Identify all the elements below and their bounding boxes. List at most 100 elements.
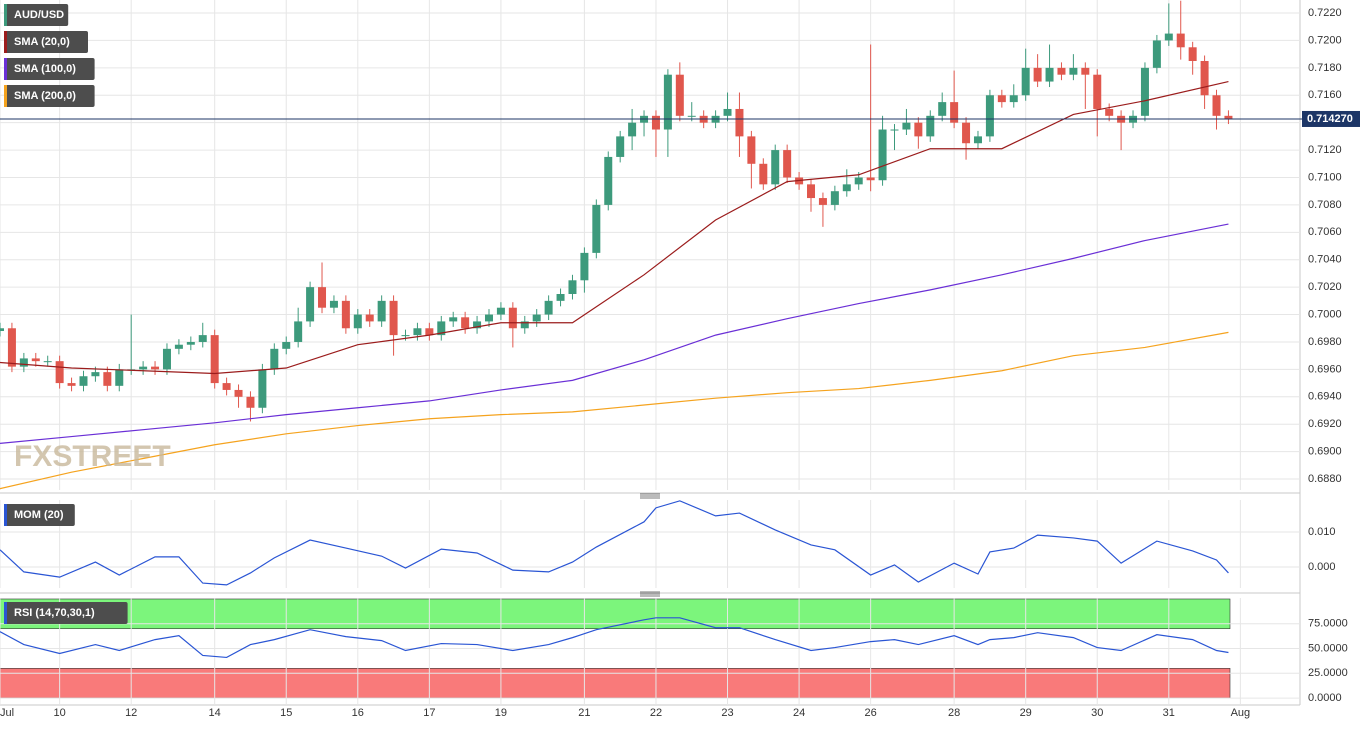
candle-body [1188,47,1197,61]
y-tick-label: 0.7220 [1308,7,1342,19]
y-tick-label: 0.000 [1308,561,1336,573]
legend-swatch [4,602,7,624]
candle-body [1152,40,1161,68]
legend-label: RSI (14,70,30,1) [14,607,95,619]
x-tick-label: 29 [1020,707,1032,719]
x-tick-label: 21 [578,707,590,719]
candle-body [735,108,744,137]
x-tick-label: 12 [125,707,137,719]
x-tick-label: 26 [865,707,877,719]
candle-body [1200,60,1209,96]
candle-body [878,129,887,181]
candle-body [938,102,947,116]
candle-body [258,369,267,408]
x-tick-label: 30 [1091,707,1103,719]
candle-body [1057,67,1066,75]
x-tick-label: 24 [793,707,805,719]
x-tick-label: 23 [721,707,733,719]
candle-body [329,300,338,308]
x-tick-label: 28 [948,707,960,719]
candle-body [449,317,458,322]
candle-body [950,102,959,123]
candle-body [723,108,732,116]
candle-body [962,122,971,144]
x-tick-label: 19 [495,707,507,719]
candle-body [1176,33,1185,48]
x-tick-label: 17 [423,707,435,719]
candle-body [592,204,601,253]
legend-label: SMA (200,0) [14,90,76,102]
candle-body [759,163,768,185]
candle-body [294,321,303,342]
candle-body [532,314,541,322]
y-tick-label: 0.7040 [1308,254,1342,266]
candle-body [425,328,434,336]
series-line [0,617,1229,659]
legend-label: SMA (100,0) [14,63,76,75]
x-tick-label: 15 [280,707,292,719]
legend-item: AUD/USD [4,4,69,26]
legend-swatch [4,31,7,53]
legend-swatch [4,4,7,26]
candle-body [282,341,291,349]
legend-swatch [4,58,7,80]
legend-item: SMA (20,0) [4,31,88,53]
candle-body [484,314,493,322]
candle-body [67,383,76,386]
candle-body [926,115,935,137]
candle-body [222,383,231,390]
candle-body [1093,74,1102,109]
candle-body [377,300,386,322]
legend-box [4,85,95,107]
candle-body [747,136,756,164]
legend-box [4,504,75,526]
legend-label: MOM (20) [14,509,64,521]
candle-body [139,366,148,370]
candle-body [19,358,28,367]
candle-body [365,314,374,322]
x-tick-label: 14 [209,707,221,719]
candle-body [401,335,410,337]
watermark: FXSTREET [14,440,171,473]
y-tick-label: 0.6900 [1308,446,1342,458]
y-tick-label: 0.7000 [1308,308,1342,320]
candle-body [79,376,88,386]
last-price-label: 0.714270 [1307,113,1353,125]
candle-body [854,177,863,185]
candle-body [830,191,839,205]
candle-body [628,122,637,137]
legend-box [4,31,88,53]
candle-body [1045,67,1054,82]
candle-body [246,396,255,408]
candle-body [663,74,672,130]
candle-body [1140,67,1149,116]
y-tick-label: 0.6940 [1308,391,1342,403]
candle-body [198,335,207,342]
candle-body [461,317,470,329]
candle-body [985,95,994,137]
resize-handle[interactable] [640,493,660,597]
candle-body [973,136,982,144]
candle-body [1069,67,1078,75]
y-tick-label: 0.6920 [1308,418,1342,430]
y-tick-label: 75.0000 [1308,618,1348,630]
legend-box [4,58,95,80]
candle-body [1164,33,1173,41]
x-tick-label: Jul [0,707,14,719]
candle-body [0,328,4,332]
candle-body [55,361,64,384]
series-line [0,331,1229,490]
x-tick-label: 16 [352,707,364,719]
legend-item: SMA (200,0) [4,85,95,107]
candle-body [186,341,195,345]
series-line [0,500,1229,586]
candle-body [818,198,827,205]
x-tick-label: 31 [1163,707,1175,719]
legend-label: SMA (20,0) [14,36,70,48]
candle-body [807,184,816,199]
candle-body [1021,67,1030,96]
candle-body [270,348,279,370]
legend-item: MOM (20) [4,504,75,526]
candle-body [580,252,589,281]
candle-body [353,314,362,329]
